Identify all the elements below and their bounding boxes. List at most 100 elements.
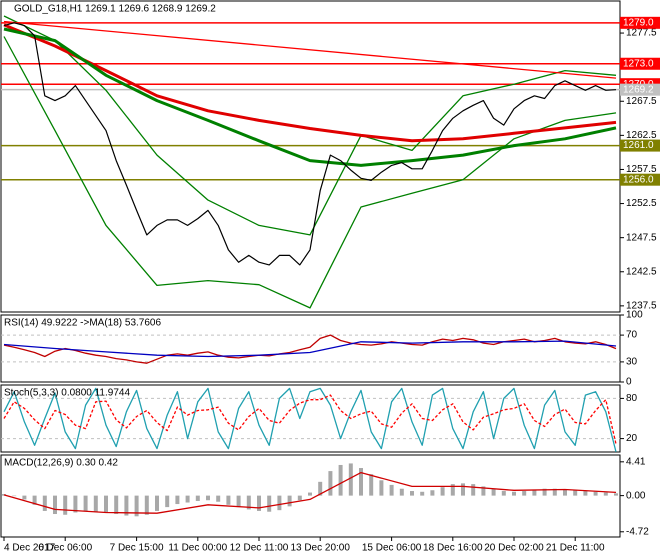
level-label-box [620, 83, 660, 96]
level-label: 1261.0 [623, 140, 654, 151]
histogram-bar [308, 492, 312, 496]
histogram-bar [124, 495, 129, 516]
histogram-bar [614, 493, 618, 496]
panel-frame [0, 314, 621, 383]
y-tick-label: 30 [626, 357, 638, 368]
panel-title: Stoch(5,3,3) 0.0800 11.9744 [4, 388, 130, 399]
histogram-bar [379, 480, 384, 496]
y-tick-label: 1252.5 [626, 198, 657, 209]
histogram-bar [440, 487, 445, 496]
histogram-bar [542, 488, 547, 496]
histogram-bar [83, 495, 88, 511]
level-label-box [620, 139, 660, 152]
x-tick-label: 11 Dec 00:00 [168, 543, 227, 554]
y-tick-label: 1277.5 [626, 28, 657, 39]
level-label-box [620, 173, 660, 186]
x-tick-label: 6 Dec 06:00 [38, 543, 92, 554]
histogram-bar [420, 491, 425, 496]
histogram-bar [22, 495, 27, 500]
histogram-bar [114, 495, 119, 515]
histogram-bar [267, 495, 272, 512]
histogram-bar [236, 495, 241, 508]
x-tick-label: 7 Dec 15:00 [110, 543, 164, 554]
histogram-bar [206, 495, 210, 501]
histogram-bar [104, 495, 108, 513]
indicator-line [3, 394, 617, 445]
histogram-bar [277, 495, 282, 511]
histogram-bar [450, 484, 455, 496]
histogram-bar [32, 495, 37, 505]
histogram-bar [134, 495, 139, 517]
histogram-bar [563, 489, 567, 496]
indicator-line [3, 471, 617, 514]
histogram-bar [185, 495, 190, 503]
x-tick-label: 20 Dec 02:00 [484, 543, 544, 554]
panel-frame [0, 384, 621, 453]
histogram-bar [348, 463, 353, 496]
histogram-bar [246, 495, 251, 510]
histogram-bar [583, 491, 588, 496]
histogram-bar [287, 495, 292, 507]
y-tick-label: 20 [626, 433, 638, 444]
y-tick-label: 100 [626, 310, 643, 321]
histogram-bar [226, 495, 231, 505]
histogram-bar [430, 490, 435, 496]
histogram-bar [512, 491, 516, 496]
indicator-line [3, 27, 617, 167]
indicator-line [3, 23, 617, 143]
indicator-line [3, 20, 617, 79]
histogram-bar [195, 495, 200, 501]
histogram-bar [359, 468, 363, 496]
histogram-bar [522, 491, 527, 496]
histogram-bar [461, 483, 465, 496]
x-tick-label: 4 Dec 2017 [4, 543, 56, 554]
level-label: 1279.0 [623, 17, 654, 28]
level-label-box [620, 57, 660, 70]
indicator-line [3, 36, 617, 309]
y-tick-label: 1262.5 [626, 130, 657, 141]
histogram-bar [73, 495, 78, 513]
histogram-bar [63, 495, 68, 515]
histogram-bar [389, 484, 394, 496]
histogram-bar [593, 491, 598, 496]
histogram-bar [369, 474, 374, 496]
histogram-bar [175, 495, 180, 505]
panel-title: RSI(14) 49.9222 ->MA(18) 53.7606 [4, 318, 161, 329]
y-tick-label: 1247.5 [626, 232, 657, 243]
y-tick-label: 1257.5 [626, 164, 657, 175]
indicator-line [3, 387, 617, 453]
histogram-bar [410, 491, 414, 496]
histogram-bar [471, 484, 476, 496]
histogram-bar [2, 494, 6, 496]
y-tick-label: 0.00 [626, 490, 646, 501]
histogram-bar [552, 488, 557, 496]
indicator-line [3, 340, 617, 358]
histogram-bar [318, 481, 323, 496]
y-tick-label: 80 [626, 393, 638, 404]
histogram-bar [481, 486, 486, 496]
panel-frame [0, 0, 621, 313]
histogram-bar [501, 491, 506, 496]
y-tick-label: 4.41 [626, 456, 646, 467]
x-tick-label: 15 Dec 06:00 [362, 543, 422, 554]
panel-title: GOLD_G18,H1 1269.1 1269.6 1268.9 1269.2 [14, 4, 216, 15]
histogram-bar [328, 471, 333, 496]
x-tick-label: 18 Dec 16:00 [423, 543, 483, 554]
y-tick-label: 1237.5 [626, 301, 657, 312]
level-label: 1269.2 [623, 84, 654, 95]
indicator-line [3, 15, 617, 236]
panel-title: MACD(12,26,9) 0.30 0.42 [4, 458, 118, 469]
histogram-bar [491, 488, 496, 496]
histogram-bar [257, 495, 261, 511]
histogram-bar [297, 495, 302, 501]
histogram-bar [603, 492, 608, 496]
y-tick-label: -4.72 [626, 526, 649, 537]
level-label-box [620, 16, 660, 29]
histogram-bar [93, 495, 98, 512]
price-line [3, 22, 617, 266]
histogram-bar [338, 464, 343, 496]
histogram-bar [42, 495, 47, 511]
x-tick-label: 13 Dec 20:00 [290, 543, 350, 554]
